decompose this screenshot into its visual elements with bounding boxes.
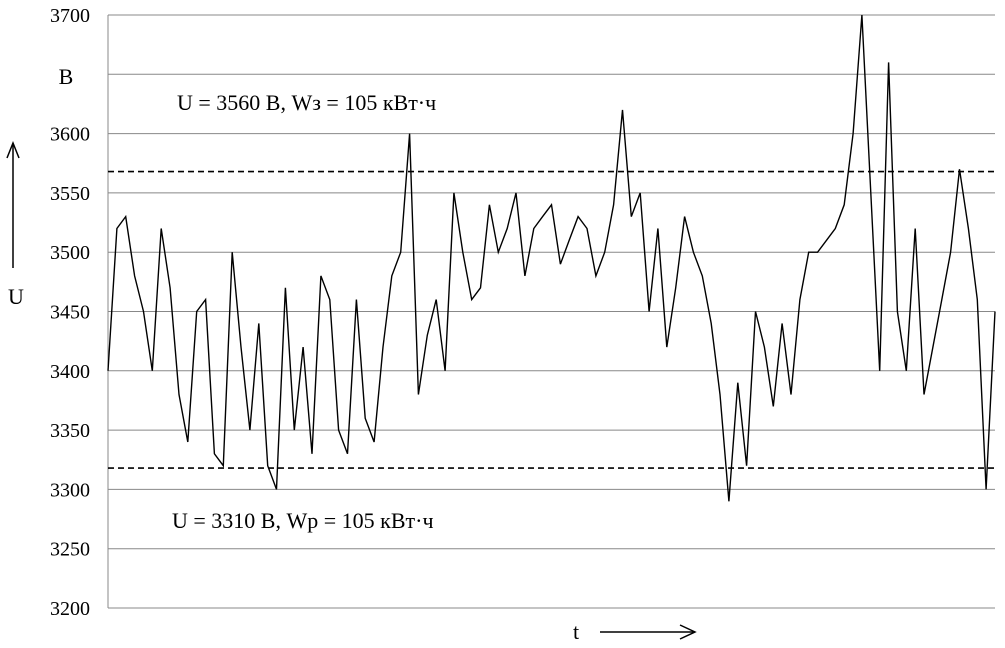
y-tick-label: 3250 — [50, 539, 90, 561]
y-tick-label: 3500 — [50, 242, 90, 264]
threshold-lines — [108, 170, 995, 469]
y-tick-label: 3300 — [50, 479, 90, 501]
threshold-annotation: U = 3310 В, Wр = 105 кВт·ч — [172, 508, 434, 533]
y-tick-label: 3700 — [50, 5, 90, 27]
grid-lines — [107, 14, 995, 609]
y-tick-labels: 3200 3250 3300 3350 3400 3450 3500 3550 3600 3700 — [50, 5, 90, 620]
y-tick-label: 3550 — [50, 183, 90, 205]
x-axis-arrow — [600, 624, 697, 640]
y-tick-label: 3600 — [50, 124, 90, 146]
y-axis-label: U — [8, 284, 24, 309]
voltage-series-line — [107, 14, 996, 502]
y-tick-label: 3450 — [50, 302, 90, 324]
y-tick-label: 3400 — [50, 361, 90, 383]
x-axis-label: t — [573, 619, 579, 644]
threshold-annotation: U = 3560 В, Wз = 105 кВт·ч — [177, 90, 436, 115]
threshold-annotations: U = 3560 В, Wз = 105 кВт·ч U = 3310 В, Wр… — [172, 90, 436, 533]
y-tick-label: 3350 — [50, 420, 90, 442]
y-unit-label: В — [59, 64, 74, 89]
y-tick-label: 3200 — [50, 598, 90, 620]
y-axis-arrow — [6, 140, 20, 268]
